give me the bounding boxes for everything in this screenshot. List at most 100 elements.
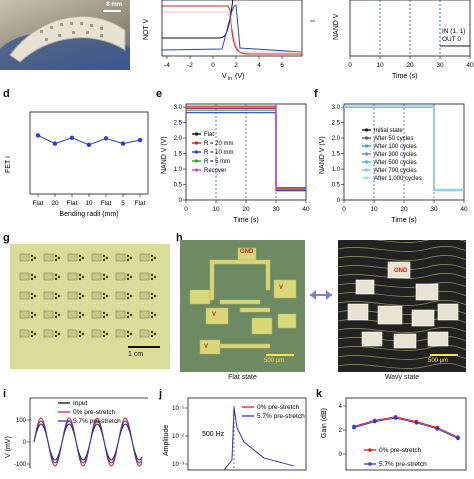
panel-j: 10⁻¹ 10⁻² 10⁻³ 500 Hz 0% pre-stretch 5.7% pre… (158, 394, 316, 474)
device-dot (54, 273, 58, 277)
device-dot (102, 334, 106, 338)
panel-i: -100 0 100 Input 0% pre-stretch 5.7% pre-stre… (0, 394, 158, 474)
panel-j-ytick-label: 10⁻¹ (172, 406, 184, 412)
panel-j-ylabel: Amplitude (163, 425, 170, 456)
device-dot (30, 296, 34, 300)
device-dot (150, 296, 154, 300)
caption-flat: Flat state (228, 374, 257, 381)
device-dot (54, 311, 58, 315)
device-dot (129, 256, 133, 260)
wrinkle-line (338, 273, 466, 279)
device-dot (150, 277, 154, 281)
device-dot (153, 294, 157, 298)
device-dot (105, 294, 109, 298)
panel-e-xlabel: Time (s) (233, 217, 258, 224)
device-cell (19, 253, 30, 262)
panel-label-i: i (3, 388, 7, 400)
electrode-pad (347, 303, 369, 321)
device-cell (139, 253, 150, 262)
device-dot (150, 258, 154, 262)
panel-f-ytick-label: 3.0 (332, 105, 341, 111)
panel-k-axes-frame (345, 397, 467, 471)
panel-e-xtick-label: 20 (242, 206, 250, 213)
device-dot (57, 294, 61, 298)
device-cell (115, 329, 126, 338)
panel-e-ylabel: NAND V (V) (161, 136, 168, 174)
panel-d-xtick-label: Flat (135, 200, 146, 207)
device-dot (30, 277, 34, 281)
panel-b-plot: -4 -2 0 2 4 6 NOT V I V in (V) (143, 0, 315, 82)
panel-b-axes-frame (161, 0, 303, 57)
panel-e-legend-label: R = 20 mm (204, 141, 234, 147)
device-dot (54, 334, 58, 338)
wrinkle-line (338, 363, 466, 369)
chart-f: 0 10 20 30 40 0 0.5 1.0 1.5 2.0 2.5 3.0 Initial stat… (319, 103, 468, 224)
device-cell (43, 329, 54, 338)
label-vout: V (279, 285, 284, 291)
panel-e-ytick-label: 1.0 (174, 167, 183, 173)
panel-d-xtick-label: Flat (33, 200, 44, 207)
device-dot (150, 292, 154, 296)
device-dot (57, 256, 61, 260)
photo-array: 1 cm (10, 244, 170, 369)
wrinkle-line (338, 345, 466, 351)
panel-f-ytick-label: 2.5 (332, 121, 341, 127)
scale-bar (103, 10, 121, 12)
panel-b-xtick-label: -2 (187, 62, 193, 69)
device-dot (126, 296, 130, 300)
panel-label-d: d (3, 88, 10, 100)
panel-b-xunit: (V) (235, 73, 244, 80)
panel-e-series-line (186, 107, 306, 191)
panel-c-annot-in: IN (1, 1) (442, 28, 465, 35)
device-dot (126, 334, 130, 338)
panel-d-xtick-label: 10 (85, 200, 93, 207)
panel-d-point (69, 135, 75, 140)
device-dot (33, 256, 37, 260)
wrinkle-line (338, 300, 466, 306)
panel-d-point (86, 142, 92, 147)
panel-k-point (456, 436, 460, 441)
panel-c-annot-out: OUT 0 (442, 36, 461, 43)
device-dot (150, 273, 154, 277)
panel-j-annotation: 500 Hz (202, 431, 225, 438)
panel-f-ylabel: NAND V (V) (319, 136, 326, 174)
chart-i: -100 0 100 Input 0% pre-stretch 5.7% pre-stre… (5, 397, 148, 468)
panel-f-ytick-label: 0 (337, 198, 341, 204)
device-dot (57, 275, 61, 279)
device-dot (105, 332, 109, 336)
panel-f-legend-marker (364, 160, 369, 164)
device-dot (150, 330, 154, 334)
panel-j-axes-frame (187, 397, 307, 471)
electrode-pad (437, 303, 459, 321)
device-dot (102, 330, 106, 334)
panel-b-xlabel-sub: in (228, 76, 232, 82)
device-dot (126, 254, 130, 258)
panel-k-point (435, 427, 439, 431)
device-dot (78, 292, 82, 296)
panel-e-legend-marker (194, 159, 199, 163)
device-cell (139, 329, 150, 338)
panel-k-ylabel: Gain (dB) (321, 408, 328, 438)
device-dot (54, 315, 58, 319)
panel-c-xtick-label: 40 (466, 62, 474, 69)
panel-b-xtick-label: -4 (164, 62, 170, 69)
panel-i-series-line (33, 417, 143, 467)
device-dot (30, 258, 34, 262)
device-cell (67, 272, 78, 281)
panel-e-ytick-label: 0.5 (174, 183, 183, 189)
panel-f-legend-label: After 1,000 cycles (374, 176, 422, 182)
panel-f-legend-label: After 100 cycles (374, 144, 417, 150)
device-dot (57, 313, 61, 317)
panel-f-legend-marker (364, 176, 369, 180)
panel-b-partial: -4 -2 0 2 4 6 NOT V I V in (V) (140, 0, 315, 85)
panel-d-xtick-label: Flat (67, 200, 78, 207)
device-cell (91, 253, 102, 262)
electrode-pad (355, 279, 375, 295)
scale-bar (430, 354, 458, 356)
panel-f-ytick-label: 0.5 (332, 183, 341, 189)
panel-d-xtick-label: Flat (101, 200, 112, 207)
panel-k-legend-marker (368, 462, 372, 466)
panel-e-ytick-label: 0 (179, 198, 183, 204)
device-cell (115, 272, 126, 281)
panel-k-ytick-label: 0 (339, 452, 343, 458)
